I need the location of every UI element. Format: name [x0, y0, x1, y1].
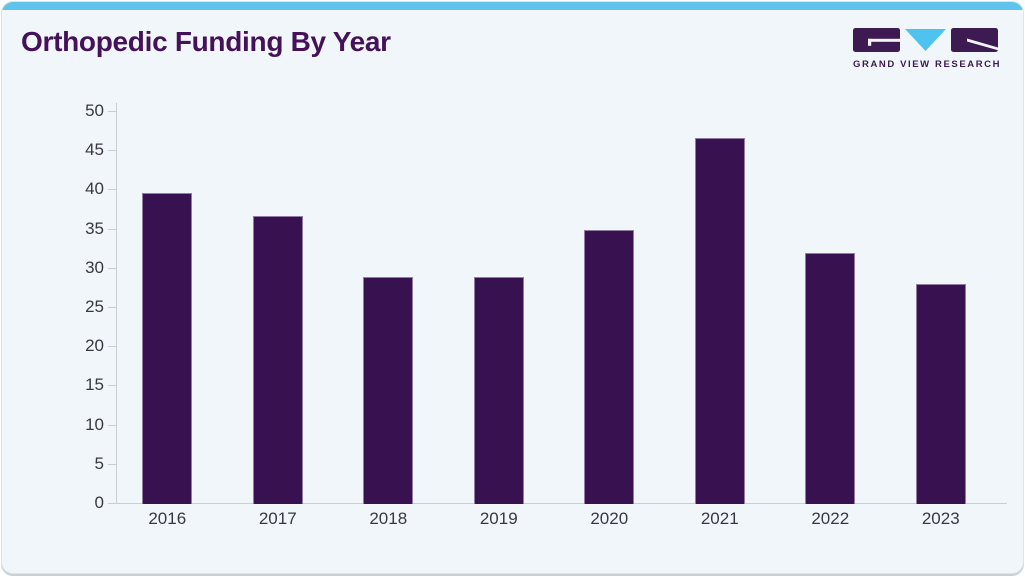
bar-slot-2016 [112, 112, 223, 504]
brand-name: GRAND VIEW RESEARCH [853, 59, 1002, 70]
y-tick-label: 50 [85, 101, 104, 120]
y-tick-label: 25 [85, 297, 104, 316]
y-tick-label: 35 [85, 218, 104, 238]
y-tick-mark [108, 189, 116, 191]
x-tick-label-2016: 2016 [148, 509, 187, 528]
y-tick-mark [108, 385, 116, 387]
y-tick-label: 45 [85, 140, 104, 160]
y-tick-mark [108, 503, 116, 504]
y-tick-mark [108, 307, 116, 308]
bar-2016 [142, 192, 193, 504]
y-tick-mark [108, 424, 116, 426]
brand-logo-marks [853, 28, 998, 53]
y-tick-label: 10 [85, 414, 104, 434]
bar-2023 [915, 284, 966, 504]
logo-r-icon [951, 28, 998, 58]
y-tick-label: 0 [94, 493, 104, 512]
bar-slot-2020 [554, 112, 665, 504]
y-tick-mark [108, 150, 116, 152]
bar-2020 [584, 229, 635, 504]
bar-slot-2022 [775, 112, 886, 504]
x-tick-label-2023: 2023 [921, 509, 960, 528]
y-tick-label: 30 [85, 257, 104, 277]
y-tick-label: 5 [94, 453, 104, 473]
bar-2019 [473, 277, 524, 504]
card-accent-bar [2, 2, 1023, 10]
bar-slot-2023 [886, 112, 997, 504]
y-tick-mark [108, 346, 116, 348]
bar-slot-2019 [444, 112, 555, 504]
x-axis-line [116, 503, 1007, 504]
brand-logo: GRAND VIEW RESEARCH [853, 28, 1002, 70]
bar-2021 [694, 137, 745, 504]
y-tick-mark [108, 228, 116, 230]
y-tick-label: 20 [85, 336, 104, 356]
logo-v-icon [905, 28, 946, 58]
bar-slot-2017 [223, 112, 334, 504]
y-tick-mark [108, 463, 116, 465]
y-tick-label: 40 [85, 179, 104, 199]
bar-series [112, 112, 996, 504]
x-axis-labels: 2016 2017 2018 2019 2020 2021 2022 2023 [112, 509, 996, 529]
x-tick-label-2021: 2021 [700, 509, 739, 528]
bar-slot-2021 [665, 112, 776, 504]
x-tick-label-2020: 2020 [590, 509, 629, 528]
y-tick-mark [108, 111, 116, 112]
x-tick-label-2017: 2017 [258, 509, 297, 528]
y-tick-label: 15 [85, 375, 104, 395]
bar-2018 [363, 277, 414, 504]
x-tick-label-2022: 2022 [811, 509, 850, 528]
logo-g-icon [853, 28, 900, 58]
bar-2022 [805, 253, 856, 504]
bar-2017 [252, 216, 303, 504]
x-tick-label-2018: 2018 [369, 509, 408, 528]
page-title: Orthopedic Funding By Year [21, 26, 391, 57]
x-tick-label-2019: 2019 [479, 509, 518, 528]
y-tick-mark [108, 267, 116, 269]
bar-slot-2018 [333, 112, 444, 504]
y-axis-line [116, 103, 117, 504]
